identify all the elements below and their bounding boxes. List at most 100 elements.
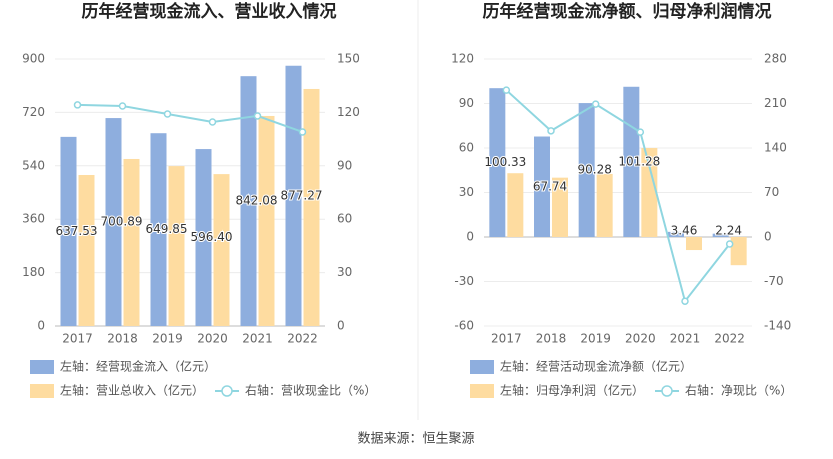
- line-point: [73, 101, 82, 109]
- y-tick-label: 0: [466, 230, 474, 244]
- value-label: 700.89: [101, 215, 143, 229]
- y2-tick-label: 70: [764, 185, 779, 199]
- y2-tick-label: 0: [337, 319, 345, 333]
- x-tick-label: 2022: [287, 332, 318, 346]
- line-point: [253, 112, 262, 120]
- value-label: 649.85: [146, 222, 188, 236]
- y-tick-label: 900: [22, 52, 45, 66]
- line-point: [591, 100, 600, 108]
- line-point: [298, 128, 307, 136]
- bar: [240, 76, 257, 327]
- bar: [123, 158, 140, 326]
- y2-tick-label: 150: [337, 52, 360, 66]
- bar: [168, 166, 185, 326]
- legend-swatch: [470, 360, 494, 374]
- y-tick-label: 720: [22, 105, 45, 119]
- line-point: [208, 118, 217, 126]
- value-label: 842.08: [236, 194, 278, 208]
- x-tick-label: 2017: [62, 332, 93, 346]
- x-tick-label: 2021: [670, 332, 701, 346]
- bar: [668, 231, 684, 237]
- x-tick-label: 2022: [714, 332, 745, 346]
- bar: [489, 88, 506, 237]
- bar: [712, 233, 729, 237]
- bar: [686, 237, 702, 251]
- bar: [578, 103, 595, 238]
- line-point: [502, 86, 511, 94]
- y2-tick-label: -70: [764, 274, 784, 288]
- line-point: [681, 297, 689, 305]
- source: 数据来源：恒生聚源: [357, 432, 474, 447]
- line: [77, 103, 303, 133]
- y-tick-label: 540: [22, 158, 45, 172]
- x-tick-label: 2018: [107, 332, 138, 346]
- y2-tick-label: 140: [764, 141, 787, 155]
- line: [505, 89, 731, 304]
- line-point: [118, 102, 127, 110]
- line-point: [547, 127, 555, 135]
- x-tick-label: 2019: [152, 332, 183, 346]
- value-label: 3.46: [671, 224, 698, 238]
- value-label: 101.28: [618, 154, 660, 168]
- line-point: [163, 110, 172, 118]
- x-tick-label: 2019: [580, 332, 611, 346]
- chart-title: 历年经营现金流净额、归母净利润情况: [482, 2, 772, 22]
- bar: [258, 115, 275, 327]
- x-tick-label: 2021: [242, 332, 273, 346]
- bar: [596, 173, 613, 237]
- y2-tick-label: 120: [337, 105, 360, 119]
- value-label: 877.27: [281, 188, 323, 202]
- legend-label: 左轴：经营现金流入（亿元）: [60, 359, 216, 374]
- bar: [552, 177, 568, 237]
- x-tick-label: 2020: [197, 332, 228, 346]
- bar: [534, 136, 550, 237]
- y-tick-label: -60: [454, 319, 474, 333]
- legend-swatch: [661, 385, 673, 397]
- legend-label: 左轴：营业总收入（亿元）: [60, 383, 204, 398]
- x-tick-label: 2017: [491, 332, 522, 346]
- chart-title: 历年经营现金流入、营业收入情况: [81, 2, 337, 22]
- x-tick-label: 2020: [625, 332, 656, 346]
- legend-swatch: [30, 384, 54, 398]
- y2-tick-label: 280: [764, 52, 787, 66]
- y-tick-label: 60: [459, 141, 474, 155]
- line-point: [636, 128, 645, 136]
- bar: [150, 133, 167, 326]
- value-label: 100.33: [484, 155, 526, 169]
- legend-swatch: [470, 384, 494, 398]
- value-label: 2.24: [715, 224, 742, 238]
- y2-tick-label: 60: [337, 212, 352, 226]
- y-tick-label: 360: [22, 212, 45, 226]
- y-tick-label: 120: [451, 52, 474, 66]
- value-label: 90.28: [577, 163, 611, 177]
- legend-label: 左轴：经营活动现金流净额（亿元）: [500, 359, 692, 374]
- y-tick-label: 90: [459, 96, 474, 110]
- y2-tick-label: 30: [337, 265, 352, 279]
- bar: [507, 173, 524, 237]
- bar: [195, 149, 212, 326]
- legend-swatch: [30, 360, 54, 374]
- bar: [60, 136, 77, 326]
- legend-label: 右轴：营收现金比（%）: [245, 383, 376, 398]
- value-label: 67.74: [533, 179, 567, 193]
- y2-tick-label: 210: [764, 96, 787, 110]
- value-label: 596.40: [191, 230, 233, 244]
- bar: [641, 148, 658, 237]
- bar: [213, 174, 230, 326]
- value-label: 637.53: [56, 224, 98, 238]
- y-tick-label: 30: [459, 185, 474, 199]
- bar: [303, 88, 320, 326]
- y2-tick-label: 90: [337, 158, 352, 172]
- y-tick-label: 0: [37, 319, 45, 333]
- y2-tick-label: 0: [764, 230, 772, 244]
- y-tick-label: -30: [454, 274, 474, 288]
- bar: [78, 174, 95, 326]
- y-tick-label: 180: [22, 265, 45, 279]
- legend-label: 左轴：归母净利润（亿元）: [500, 383, 644, 398]
- legend-swatch: [221, 385, 233, 397]
- legend-label: 右轴：净现比（%）: [685, 383, 792, 398]
- y2-tick-label: -140: [764, 319, 791, 333]
- x-tick-label: 2018: [536, 332, 567, 346]
